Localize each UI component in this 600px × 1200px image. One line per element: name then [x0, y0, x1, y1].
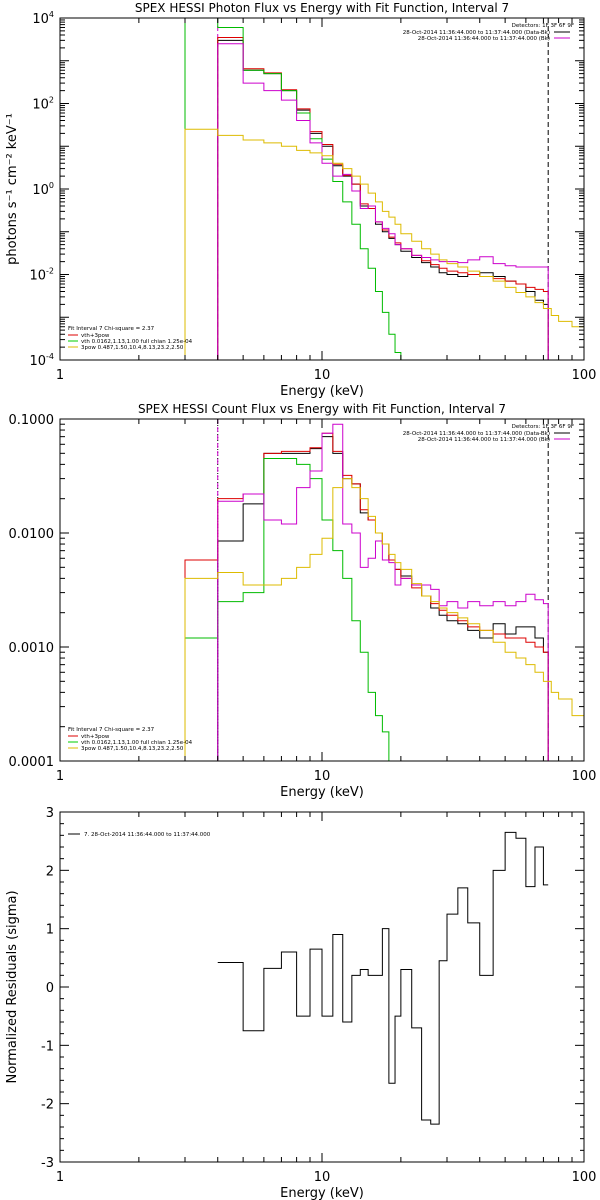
fit-legend-text: vth+3pow	[81, 333, 110, 339]
header-legend-text: 28-Oct-2014 11:36:44.000 to 11:37:44.000…	[403, 30, 550, 36]
x-tick-label: 1	[56, 769, 64, 784]
x-axis-label: Energy (keV)	[280, 1186, 364, 1200]
y-tick-label: 0.0100	[9, 527, 55, 542]
y-tick-label: 10-2	[29, 267, 54, 284]
y-axis-label: photons s⁻¹ cm⁻² keV⁻¹	[5, 113, 20, 265]
y-tick-label: 0	[46, 981, 54, 996]
x-tick-label: 100	[572, 368, 597, 383]
residuals-panel: 1 10 100 Energy (keV) -3 -2 -1 0 1 2 3 Normalized R…	[5, 806, 596, 1200]
y-tick-label: 3	[46, 806, 54, 821]
x-axis-label: Energy (keV)	[280, 384, 364, 399]
fit-legend-header: Fit Interval 7 Chi-square = 2.37	[68, 727, 155, 733]
fit-legend-text: vth 0.0162,1.13,1.00 full chian 1.25e-04	[81, 339, 193, 345]
fit-legend-text: vth 0.0162,1.13,1.00 full chian 1.25e-04	[81, 740, 193, 746]
series-0-line	[217, 831, 549, 1125]
y-tick-label: -3	[41, 1156, 54, 1171]
chart-title: SPEX HESSI Count Flux vs Energy with Fit…	[138, 402, 506, 416]
series-group	[184, 18, 584, 360]
legend-text: 7. 28-Oct-2014 11:36:44.000 to 11:37:44.…	[84, 832, 211, 838]
fit-legend-text: 3pow 0.487,1.50,10.4,8.13,23.2,2.50	[81, 746, 184, 752]
x-tick-label: 10	[314, 368, 331, 383]
x-tick-label: 10	[314, 769, 331, 784]
y-tick-label: 0.0010	[9, 641, 55, 656]
series-0-line	[217, 436, 549, 761]
y-axis-label: Normalized Residuals (sigma)	[5, 890, 20, 1083]
y-tick-label: 104	[32, 10, 54, 27]
fit-legend-text: 3pow 0.487,1.50,10.4,8.13,23.2,2.50	[81, 345, 184, 351]
series-2-line	[184, 18, 407, 360]
header-legend-text: 28-Oct-2014 11:36:44.000 to 11:37:44.000…	[418, 36, 550, 42]
y-tick-label: 2	[46, 864, 54, 879]
y-tick-label: 1	[46, 923, 54, 938]
y-tick-label: 102	[32, 96, 54, 113]
y-tick-label: 10-4	[29, 352, 54, 369]
series-4-line	[184, 478, 584, 761]
x-tick-label: 1	[56, 368, 64, 383]
fit-legend-header: Fit Interval 7 Chi-square = 2.37	[68, 326, 155, 332]
series-2-line	[184, 458, 396, 761]
y-tick-label: 100	[32, 181, 54, 198]
x-axis-label: Energy (keV)	[280, 785, 364, 800]
y-tick-label: -1	[41, 1039, 54, 1054]
x-tick-label: 1	[56, 1170, 64, 1185]
photon-flux-panel: SPEX HESSI Photon Flux vs Energy with Fi…	[5, 1, 596, 399]
series-group	[184, 423, 584, 761]
fit-legend-text: vth+3pow	[81, 734, 110, 740]
count-flux-panel: SPEX HESSI Count Flux vs Energy with Fit…	[9, 402, 597, 800]
y-tick-label: 0.1000	[9, 413, 55, 428]
y-tick-label: -2	[41, 1098, 54, 1113]
series-1-line	[184, 432, 549, 761]
series-3-line	[217, 43, 549, 360]
x-tick-label: 100	[572, 769, 597, 784]
plot-frame	[59, 17, 585, 361]
series-group	[217, 831, 549, 1125]
series-4-line	[184, 128, 584, 360]
header-legend-text: 28-Oct-2014 11:36:44.000 to 11:37:44.000…	[418, 437, 550, 443]
series-1-line	[217, 36, 549, 360]
detectors-label: Detectors: 1F 3F 6F 9F	[512, 424, 574, 430]
y-tick-label: 0.0001	[9, 755, 55, 770]
header-legend-text: 28-Oct-2014 11:36:44.000 to 11:37:44.000…	[403, 431, 550, 437]
series-3-line	[217, 423, 549, 761]
x-tick-label: 100	[572, 1170, 597, 1185]
chart-title: SPEX HESSI Photon Flux vs Energy with Fi…	[135, 1, 509, 15]
x-tick-label: 10	[314, 1170, 331, 1185]
detectors-label: Detectors: 1F 3F 6F 9F	[512, 23, 574, 29]
